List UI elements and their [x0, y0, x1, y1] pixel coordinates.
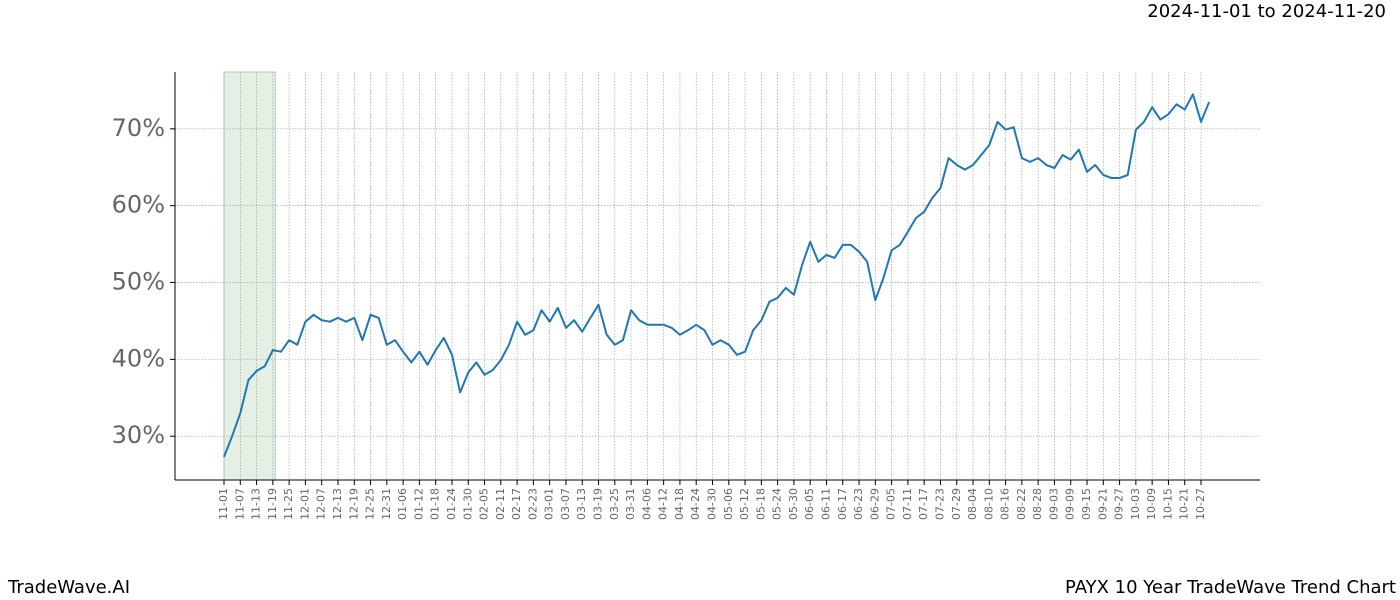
x-tick-label: 08-04 [966, 488, 979, 520]
x-tick-label: 07-11 [901, 488, 914, 520]
x-tick-label: 04-30 [706, 488, 719, 520]
x-tick-label: 01-06 [396, 488, 409, 520]
x-tick-label: 06-11 [819, 488, 832, 520]
x-tick-label: 06-29 [868, 488, 881, 520]
x-tick-label: 08-22 [1015, 488, 1028, 520]
x-tick-label: 06-17 [836, 488, 849, 520]
x-tick-label: 03-13 [575, 488, 588, 520]
x-tick-label: 03-07 [559, 488, 572, 520]
x-tick-label: 10-09 [1145, 488, 1158, 520]
x-tick-label: 12-13 [331, 488, 344, 520]
x-tick-label: 11-13 [250, 488, 263, 520]
x-tick-label: 01-18 [429, 488, 442, 520]
x-tick-label: 10-15 [1161, 488, 1174, 520]
x-tick-label: 10-27 [1194, 488, 1207, 520]
x-tick-label: 01-12 [412, 488, 425, 520]
x-tick-label: 05-12 [738, 488, 751, 520]
x-tick-label: 01-30 [461, 488, 474, 520]
x-tick-label: 03-25 [608, 488, 621, 520]
x-tick-label: 09-09 [1064, 488, 1077, 520]
x-tick-label: 08-16 [999, 488, 1012, 520]
x-tick-label: 09-15 [1080, 488, 1093, 520]
x-tick-label: 11-19 [266, 488, 279, 520]
x-tick-label: 05-06 [722, 488, 735, 520]
x-tick-label: 11-07 [233, 488, 246, 520]
x-tick-label: 04-06 [640, 488, 653, 520]
x-tick-label: 02-05 [478, 488, 491, 520]
x-tick-label: 02-17 [510, 488, 523, 520]
x-tick-label: 07-29 [950, 488, 963, 520]
x-tick-label: 05-24 [771, 488, 784, 520]
y-tick-label: 70% [112, 114, 165, 142]
y-tick-label: 60% [112, 191, 165, 219]
x-tick-label: 04-12 [657, 488, 670, 520]
x-tick-label: 10-03 [1129, 488, 1142, 520]
x-tick-label: 12-19 [347, 488, 360, 520]
x-tick-label: 07-17 [917, 488, 930, 520]
x-tick-label: 11-01 [217, 488, 230, 520]
x-tick-label: 04-24 [689, 488, 702, 520]
x-tick-label: 06-23 [852, 488, 865, 520]
x-tick-label: 03-31 [624, 488, 637, 520]
chart-title: PAYX 10 Year TradeWave Trend Chart [1065, 577, 1396, 598]
x-tick-label: 09-03 [1047, 488, 1060, 520]
x-tick-label: 12-25 [364, 488, 377, 520]
highlight-band [223, 71, 276, 481]
x-tick-label: 09-21 [1096, 488, 1109, 520]
x-tick-label: 05-30 [787, 488, 800, 520]
x-tick-label: 02-11 [494, 488, 507, 520]
x-tick-label: 09-27 [1113, 488, 1126, 520]
x-tick-label: 01-24 [445, 488, 458, 520]
x-tick-label: 07-23 [933, 488, 946, 520]
x-tick-label: 03-01 [543, 488, 556, 520]
x-tick-label: 06-05 [803, 488, 816, 520]
trend-line [223, 93, 1211, 458]
date-range: 2024-11-01 to 2024-11-20 [1147, 1, 1386, 22]
x-tick-label: 10-21 [1178, 488, 1191, 520]
x-tick-label: 02-23 [526, 488, 539, 520]
x-tick-label: 12-07 [315, 488, 328, 520]
x-tick-label: 04-18 [673, 488, 686, 520]
y-tick-label: 30% [112, 421, 165, 449]
x-tick-label: 08-10 [982, 488, 995, 520]
x-tick-label: 03-19 [592, 488, 605, 520]
y-tick-label: 50% [112, 268, 165, 296]
watermark: TradeWave.AI [7, 577, 130, 598]
y-tick-label: 40% [112, 344, 165, 372]
x-tick-label: 11-25 [282, 488, 295, 520]
x-tick-label: 07-05 [885, 488, 898, 520]
x-tick-label: 12-01 [298, 488, 311, 520]
x-tick-label: 05-18 [754, 488, 767, 520]
x-tick-label: 08-28 [1031, 488, 1044, 520]
x-tick-label: 12-31 [380, 488, 393, 520]
